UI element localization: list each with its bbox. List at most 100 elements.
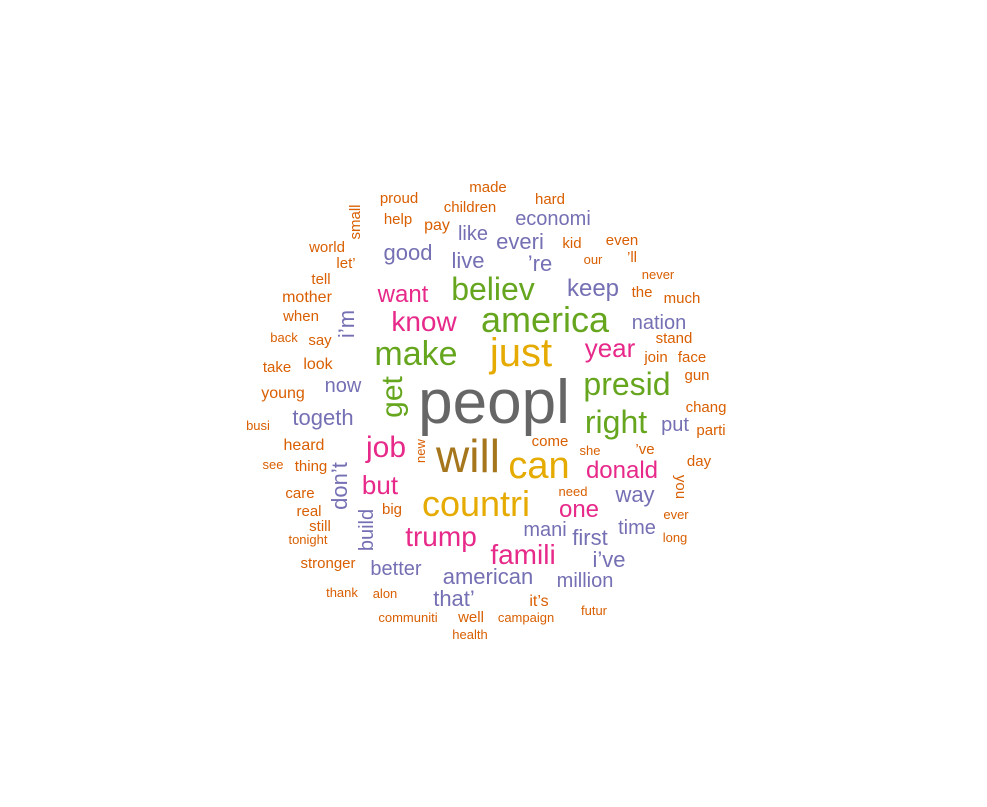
word-41: million [557, 570, 614, 592]
word-25: like [458, 223, 488, 245]
word-13: trump [405, 521, 477, 552]
word-44: made [469, 179, 507, 196]
word-77: ’ve [635, 441, 654, 458]
word-4: countri [422, 483, 530, 524]
word-92: thank [326, 585, 358, 600]
word-87: ever [663, 507, 689, 522]
word-22: good [384, 240, 433, 265]
word-18: but [362, 470, 399, 500]
word-34: mani [523, 519, 566, 541]
word-63: say [308, 332, 332, 349]
word-52: kid [562, 235, 581, 252]
word-85: real [296, 503, 321, 520]
word-16: year [585, 333, 636, 363]
word-86: big [382, 501, 402, 518]
word-20: keep [567, 275, 619, 302]
word-35: first [572, 525, 607, 550]
word-32: put [661, 414, 689, 436]
word-27: ’re [528, 251, 552, 276]
word-8: presid [583, 366, 670, 402]
word-62: back [270, 330, 298, 345]
word-69: gun [684, 367, 709, 384]
word-29: now [325, 375, 362, 397]
word-84: you [672, 475, 689, 499]
word-21: nation [632, 312, 687, 334]
word-71: chang [686, 399, 727, 416]
word-39: better [370, 558, 421, 580]
word-19: one [559, 496, 599, 523]
word-1: will [435, 430, 500, 482]
word-50: world [308, 239, 345, 256]
word-90: long [663, 530, 688, 545]
word-79: thing [295, 458, 328, 475]
word-38: build [356, 509, 378, 551]
word-3: just [489, 331, 552, 375]
word-49: pay [424, 217, 450, 234]
word-74: heard [284, 437, 325, 454]
word-55: ’ll [627, 249, 637, 266]
word-5: america [481, 299, 610, 340]
word-97: well [457, 609, 484, 626]
word-75: new [413, 438, 428, 462]
word-65: join [643, 349, 667, 366]
word-66: face [678, 349, 706, 366]
word-70: young [261, 385, 305, 402]
word-7: believ [451, 271, 535, 307]
word-68: look [303, 356, 333, 373]
word-67: take [263, 359, 291, 376]
word-31: don’t [327, 462, 352, 510]
word-61: when [282, 308, 319, 325]
word-14: know [391, 306, 457, 337]
word-42: that’ [433, 586, 475, 611]
word-23: everi [496, 229, 544, 254]
word-37: i’ve [592, 547, 625, 572]
word-24: economi [515, 208, 591, 230]
word-51: let’ [336, 255, 355, 272]
word-12: famili [490, 539, 555, 570]
word-78: see [263, 457, 284, 472]
word-48: children [444, 199, 497, 216]
word-73: parti [696, 422, 725, 439]
word-43: proud [380, 190, 418, 207]
word-15: want [377, 281, 429, 308]
word-94: it’s [529, 593, 548, 610]
word-45: hard [535, 191, 565, 208]
word-47: help [384, 211, 412, 228]
word-17: donald [586, 457, 658, 484]
word-80: she [580, 443, 601, 458]
word-76: come [532, 433, 569, 450]
word-60: much [664, 290, 701, 307]
word-98: campaign [498, 610, 554, 625]
word-28: i’m [334, 310, 359, 338]
word-93: alon [373, 586, 398, 601]
word-99: health [452, 627, 487, 642]
word-59: the [632, 284, 653, 301]
word-11: job [365, 431, 406, 464]
word-82: care [285, 485, 314, 502]
word-10: get [376, 375, 409, 417]
word-89: tonight [288, 532, 327, 547]
word-88: still [309, 518, 331, 535]
word-56: never [642, 267, 675, 282]
word-53: even [606, 232, 639, 249]
word-96: communiti [378, 610, 437, 625]
word-33: way [614, 482, 654, 507]
word-72: busi [246, 418, 270, 433]
word-9: right [585, 404, 647, 440]
word-64: stand [656, 330, 693, 347]
word-40: american [443, 564, 533, 589]
word-26: live [451, 248, 484, 273]
word-2: can [508, 445, 569, 487]
word-91: stronger [300, 555, 355, 572]
word-6: make [374, 335, 457, 373]
word-54: our [584, 252, 603, 267]
word-95: futur [581, 603, 608, 618]
word-58: mother [282, 289, 332, 306]
word-30: togeth [292, 405, 353, 430]
word-83: need [559, 484, 588, 499]
word-36: time [618, 517, 656, 539]
word-0: peopl [418, 368, 570, 437]
word-57: tell [311, 271, 330, 288]
word-81: day [687, 453, 712, 470]
